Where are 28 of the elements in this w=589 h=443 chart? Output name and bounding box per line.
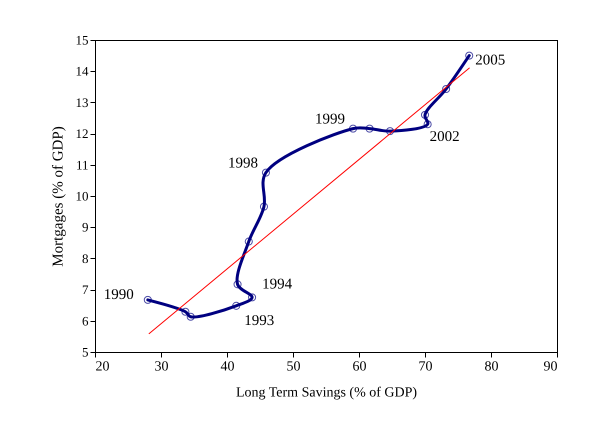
annotation: 2002	[430, 129, 460, 146]
x-tick-label: 60	[352, 360, 366, 374]
x-tick-label: 30	[154, 360, 168, 374]
annotation: 1990	[104, 286, 134, 303]
x-tick-label: 20	[96, 360, 110, 374]
annotation: 2005	[475, 52, 506, 69]
y-tick-label: 6	[82, 313, 89, 328]
x-tick-label: 90	[544, 360, 558, 374]
y-tick-label: 5	[82, 344, 88, 360]
y-tick-label: 7	[82, 282, 89, 298]
y-tick-label: 9	[82, 220, 88, 235]
x-tick-label: 80	[484, 360, 498, 374]
x-tick-label: 70	[418, 360, 432, 374]
annotation: 1994	[262, 276, 293, 292]
y-tick-label: 8	[82, 250, 88, 266]
annotation: 1993	[244, 312, 274, 329]
x-tick-label: 40	[220, 360, 234, 374]
y-tick-label: 15	[76, 32, 88, 48]
y-tick-label: 12	[76, 126, 88, 142]
y-tick-label: 14	[76, 64, 89, 79]
y-tick-label: 10	[76, 188, 88, 204]
x-tick-label: 50	[286, 360, 300, 374]
y-tick-label: 13	[76, 94, 88, 110]
y-axis-title: Mortgages (% of GDP)	[50, 126, 66, 267]
annotation: 1999	[315, 112, 346, 128]
annotation: 1998	[228, 156, 258, 172]
x-axis-title: Long Term Savings (% of GDP)	[236, 386, 418, 400]
y-tick-label: 11	[76, 157, 88, 172]
